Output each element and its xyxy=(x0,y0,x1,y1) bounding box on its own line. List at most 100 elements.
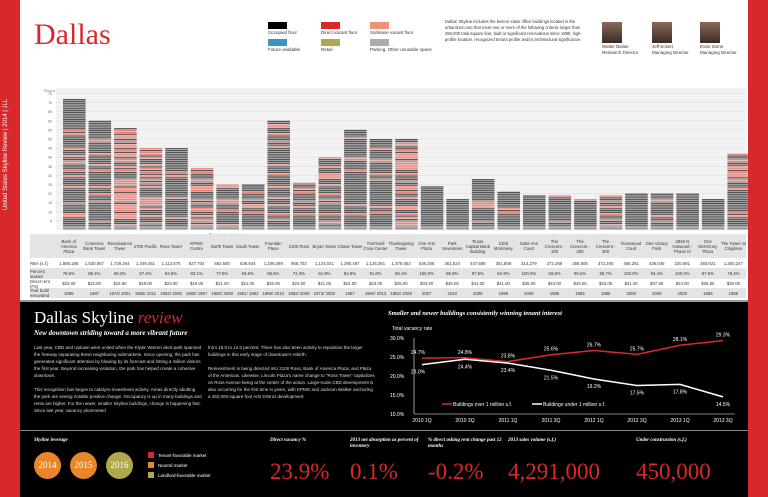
legend-swatch xyxy=(321,39,340,46)
floor xyxy=(676,224,699,226)
floor xyxy=(395,157,418,159)
floor xyxy=(318,202,342,205)
floor xyxy=(88,164,112,166)
floor xyxy=(267,195,290,197)
floor xyxy=(88,179,112,181)
stat-sales-volume: 2013 sales volume (s.f.) 4,291,000 xyxy=(508,438,600,484)
floor xyxy=(318,193,342,195)
floor xyxy=(471,219,495,221)
floor xyxy=(267,186,290,188)
floor xyxy=(650,224,674,226)
floor xyxy=(293,193,316,195)
cell-leased: 87.5% xyxy=(471,271,484,276)
floor xyxy=(318,217,342,219)
floor xyxy=(88,151,112,154)
floor xyxy=(676,209,699,212)
floor xyxy=(216,200,239,203)
floor xyxy=(420,228,444,230)
cell-name: South Tower xyxy=(235,243,260,249)
floor xyxy=(293,188,316,190)
floor xyxy=(727,155,748,157)
floor xyxy=(267,209,290,212)
floor xyxy=(190,211,214,214)
cell-name: One Arts Plaza xyxy=(418,241,436,251)
floor xyxy=(114,182,137,184)
floor xyxy=(63,120,86,123)
floor xyxy=(369,193,393,195)
tick-label: 25 xyxy=(48,183,52,187)
floor xyxy=(727,164,748,166)
floor xyxy=(267,133,290,135)
floor xyxy=(88,209,112,212)
floor xyxy=(216,195,239,197)
legend-item: Parking, Other unusable space xyxy=(370,39,450,52)
floor xyxy=(114,209,137,212)
floor xyxy=(88,149,112,152)
floor xyxy=(471,202,495,205)
floor xyxy=(63,124,86,126)
floor xyxy=(114,175,137,177)
floor xyxy=(267,215,290,217)
floor xyxy=(344,182,367,184)
floor xyxy=(369,206,393,208)
cell-leased: 58.1% xyxy=(395,271,408,276)
floor xyxy=(318,226,342,228)
floor xyxy=(395,173,418,175)
building-9 xyxy=(293,182,316,230)
cell-year: 1973/ 2000 xyxy=(313,290,336,296)
floor xyxy=(241,188,265,190)
floor xyxy=(63,157,86,159)
floor xyxy=(88,173,112,175)
floor xyxy=(114,171,137,174)
floor xyxy=(369,220,393,223)
floor xyxy=(190,228,214,230)
floor xyxy=(625,200,648,203)
cell-name: Saint Ann Court xyxy=(519,241,539,251)
cell-name: Texas Capital Bank Building xyxy=(465,238,490,254)
floor xyxy=(63,159,86,161)
contact-role: Managing Director xyxy=(652,49,689,55)
floor xyxy=(63,209,86,212)
floor xyxy=(650,195,674,197)
cell-leased: 85.5% xyxy=(267,271,280,276)
floor xyxy=(676,226,699,228)
floor xyxy=(165,149,188,152)
contact-name: Evan Stone xyxy=(700,44,724,49)
building-8 xyxy=(267,120,290,230)
legend-label: Buildings over 1 million s.f. xyxy=(453,402,512,408)
floor xyxy=(318,186,342,188)
floor xyxy=(574,222,597,225)
cell-year: 1987 xyxy=(89,290,100,296)
floor xyxy=(344,220,367,223)
floor xyxy=(369,175,393,177)
floor xyxy=(395,215,418,217)
floor xyxy=(369,151,393,154)
legend-label: Future available xyxy=(268,47,301,52)
floor xyxy=(446,208,469,210)
building-2 xyxy=(114,128,137,230)
floor xyxy=(369,184,393,186)
floor xyxy=(420,188,444,190)
floor xyxy=(190,222,214,225)
floor xyxy=(114,157,137,159)
cell-leased: 85.7% xyxy=(599,271,612,276)
floor xyxy=(369,224,393,226)
cell-rba: 1,729,264 xyxy=(110,260,130,266)
floor xyxy=(523,209,546,212)
floor xyxy=(241,226,265,228)
floor xyxy=(88,144,112,146)
floor xyxy=(114,217,137,219)
floor xyxy=(293,199,316,201)
floor xyxy=(344,191,367,194)
floor xyxy=(139,171,163,174)
floor xyxy=(650,209,674,212)
floor xyxy=(727,202,748,205)
floor xyxy=(471,191,495,194)
floor xyxy=(446,215,469,217)
floor xyxy=(63,200,86,203)
floor xyxy=(344,148,367,150)
floor xyxy=(420,211,444,214)
building-23 xyxy=(650,193,674,230)
cell-rent: $23.00 xyxy=(62,281,76,286)
floor xyxy=(139,215,163,217)
